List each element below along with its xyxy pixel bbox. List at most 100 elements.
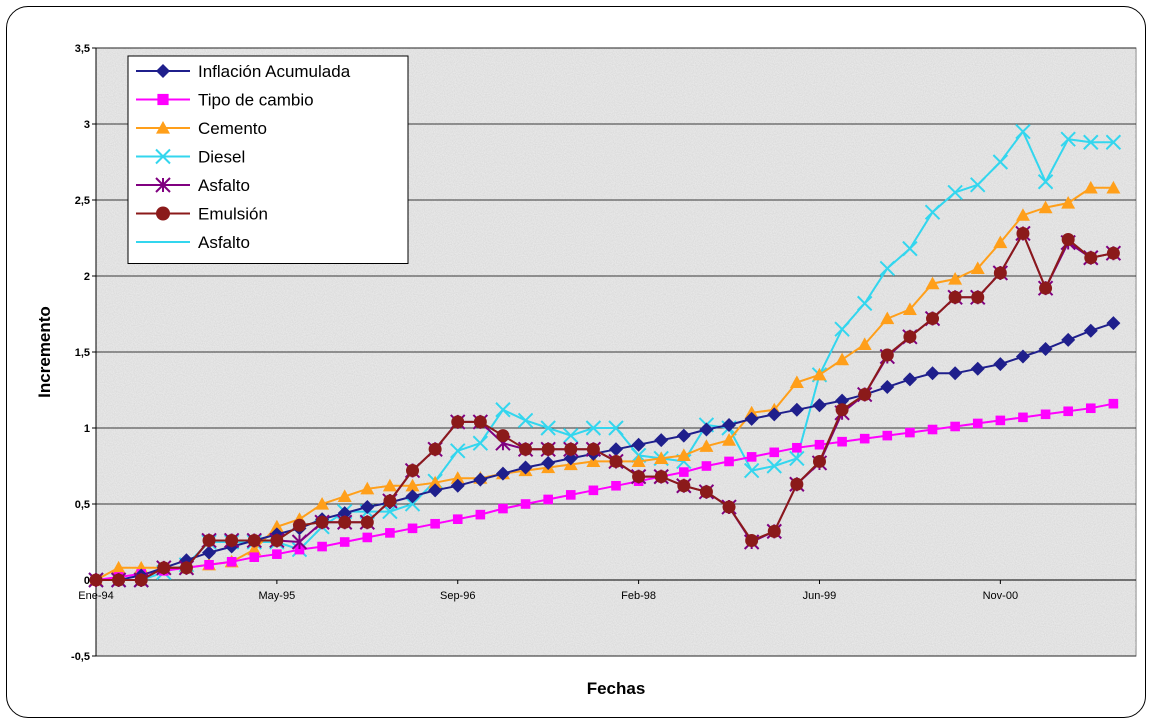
triangle-marker bbox=[654, 451, 669, 464]
legend: Inflación Acumulada Tipo de cambio Cemento… bbox=[127, 55, 409, 264]
diamond-marker bbox=[1083, 323, 1098, 338]
y-tick-label: 0,5 bbox=[75, 499, 90, 511]
diamond-marker bbox=[722, 417, 737, 432]
triangle-marker bbox=[1038, 200, 1053, 214]
x-marker bbox=[155, 148, 171, 165]
square-marker bbox=[950, 421, 960, 432]
x-marker bbox=[766, 458, 782, 474]
square-marker bbox=[226, 556, 237, 567]
square-marker bbox=[611, 480, 621, 491]
square-marker bbox=[249, 552, 260, 562]
circle-marker bbox=[473, 415, 487, 429]
circle-marker bbox=[880, 348, 894, 362]
x-tick-labels: Ene-94 May-95 Sep-96 Feb-98 Jun-99 Nov-00 bbox=[78, 580, 1018, 602]
triangle-marker bbox=[1061, 196, 1076, 209]
x-marker bbox=[834, 321, 850, 337]
diamond-marker bbox=[202, 545, 217, 560]
triangle-marker bbox=[382, 478, 397, 492]
triangle-marker bbox=[880, 311, 895, 325]
legend-entry: Tipo de cambio bbox=[136, 91, 314, 110]
x-marker bbox=[1037, 174, 1054, 190]
x-marker bbox=[1083, 134, 1099, 150]
square-marker bbox=[814, 439, 825, 450]
triangle-marker bbox=[676, 448, 691, 461]
triangle-marker bbox=[450, 471, 465, 484]
circle-marker bbox=[134, 573, 148, 587]
circle-marker bbox=[270, 533, 284, 547]
triangle-marker bbox=[835, 352, 850, 366]
diamond-marker bbox=[541, 455, 556, 470]
triangle-marker bbox=[812, 367, 827, 381]
triangle-marker bbox=[902, 302, 917, 316]
circle-marker bbox=[1039, 281, 1053, 295]
diamond-marker bbox=[699, 422, 714, 437]
x-marker bbox=[450, 443, 466, 459]
legend-entry: Cemento bbox=[136, 119, 267, 138]
diamond-marker bbox=[767, 407, 782, 422]
diamond-marker bbox=[970, 361, 985, 376]
circle-marker bbox=[179, 561, 193, 575]
y-tick-label: 3,5 bbox=[75, 43, 90, 55]
square-marker bbox=[837, 436, 847, 447]
circle-marker bbox=[699, 485, 713, 499]
square-marker bbox=[588, 485, 599, 496]
diamond-marker bbox=[676, 428, 691, 443]
diamond-marker bbox=[360, 500, 375, 515]
square-marker bbox=[385, 528, 395, 538]
legend-label: Emulsión bbox=[198, 205, 268, 224]
diamond-marker bbox=[1015, 349, 1030, 364]
y-tick-label: 2,5 bbox=[75, 195, 90, 207]
legend-label: Diesel bbox=[198, 148, 245, 167]
x-marker bbox=[1105, 134, 1122, 150]
diamond-marker bbox=[518, 460, 533, 475]
legend-entry: Inflación Acumulada bbox=[136, 62, 351, 81]
triangle-marker bbox=[405, 478, 420, 492]
circle-marker bbox=[858, 388, 872, 402]
x-marker bbox=[947, 184, 963, 201]
circle-marker bbox=[564, 442, 578, 456]
x-marker bbox=[404, 496, 421, 512]
triangle-marker bbox=[1106, 180, 1121, 194]
diamond-marker bbox=[1106, 316, 1121, 331]
series-line bbox=[96, 322, 1114, 581]
square-marker bbox=[1018, 412, 1028, 423]
triangle-marker bbox=[247, 542, 262, 556]
square-marker bbox=[452, 514, 463, 524]
x-marker bbox=[970, 177, 986, 193]
circle-marker bbox=[790, 477, 804, 491]
legend-label: Asfalto bbox=[198, 176, 250, 195]
triangle-marker bbox=[111, 560, 126, 574]
triangle-marker bbox=[789, 375, 804, 388]
x-marker bbox=[879, 260, 896, 277]
circle-marker bbox=[767, 524, 781, 538]
circle-marker bbox=[722, 500, 736, 514]
y-tick-label: 3 bbox=[84, 119, 90, 131]
circle-marker bbox=[112, 573, 126, 587]
x-marker bbox=[856, 295, 873, 312]
x-marker bbox=[1060, 131, 1076, 147]
square-marker bbox=[701, 461, 712, 471]
square-marker bbox=[317, 541, 327, 552]
circle-marker bbox=[541, 442, 555, 456]
legend-box bbox=[127, 55, 409, 264]
diamond-marker bbox=[812, 398, 827, 413]
square-marker bbox=[792, 442, 802, 453]
diamond-marker bbox=[450, 478, 465, 493]
diamond-marker bbox=[631, 437, 646, 452]
circle-marker bbox=[993, 266, 1007, 280]
square-marker bbox=[972, 418, 983, 429]
x-tick-label: Nov-00 bbox=[983, 590, 1018, 602]
circle-marker bbox=[1061, 233, 1075, 247]
circle-marker bbox=[632, 470, 646, 484]
series-line bbox=[95, 402, 1114, 581]
legend-label: Cemento bbox=[198, 119, 267, 138]
y-tick-labels: -0,5 0 0,5 1 1,5 2 2,5 3 3,5 bbox=[71, 43, 90, 663]
square-marker bbox=[905, 427, 915, 438]
circle-marker bbox=[609, 454, 623, 468]
x-marker bbox=[517, 412, 534, 429]
square-marker bbox=[1108, 398, 1119, 409]
y-tick-label: 1,5 bbox=[75, 347, 90, 359]
series-line bbox=[96, 231, 1114, 581]
star-marker bbox=[155, 177, 171, 193]
triangle-marker bbox=[925, 276, 940, 290]
